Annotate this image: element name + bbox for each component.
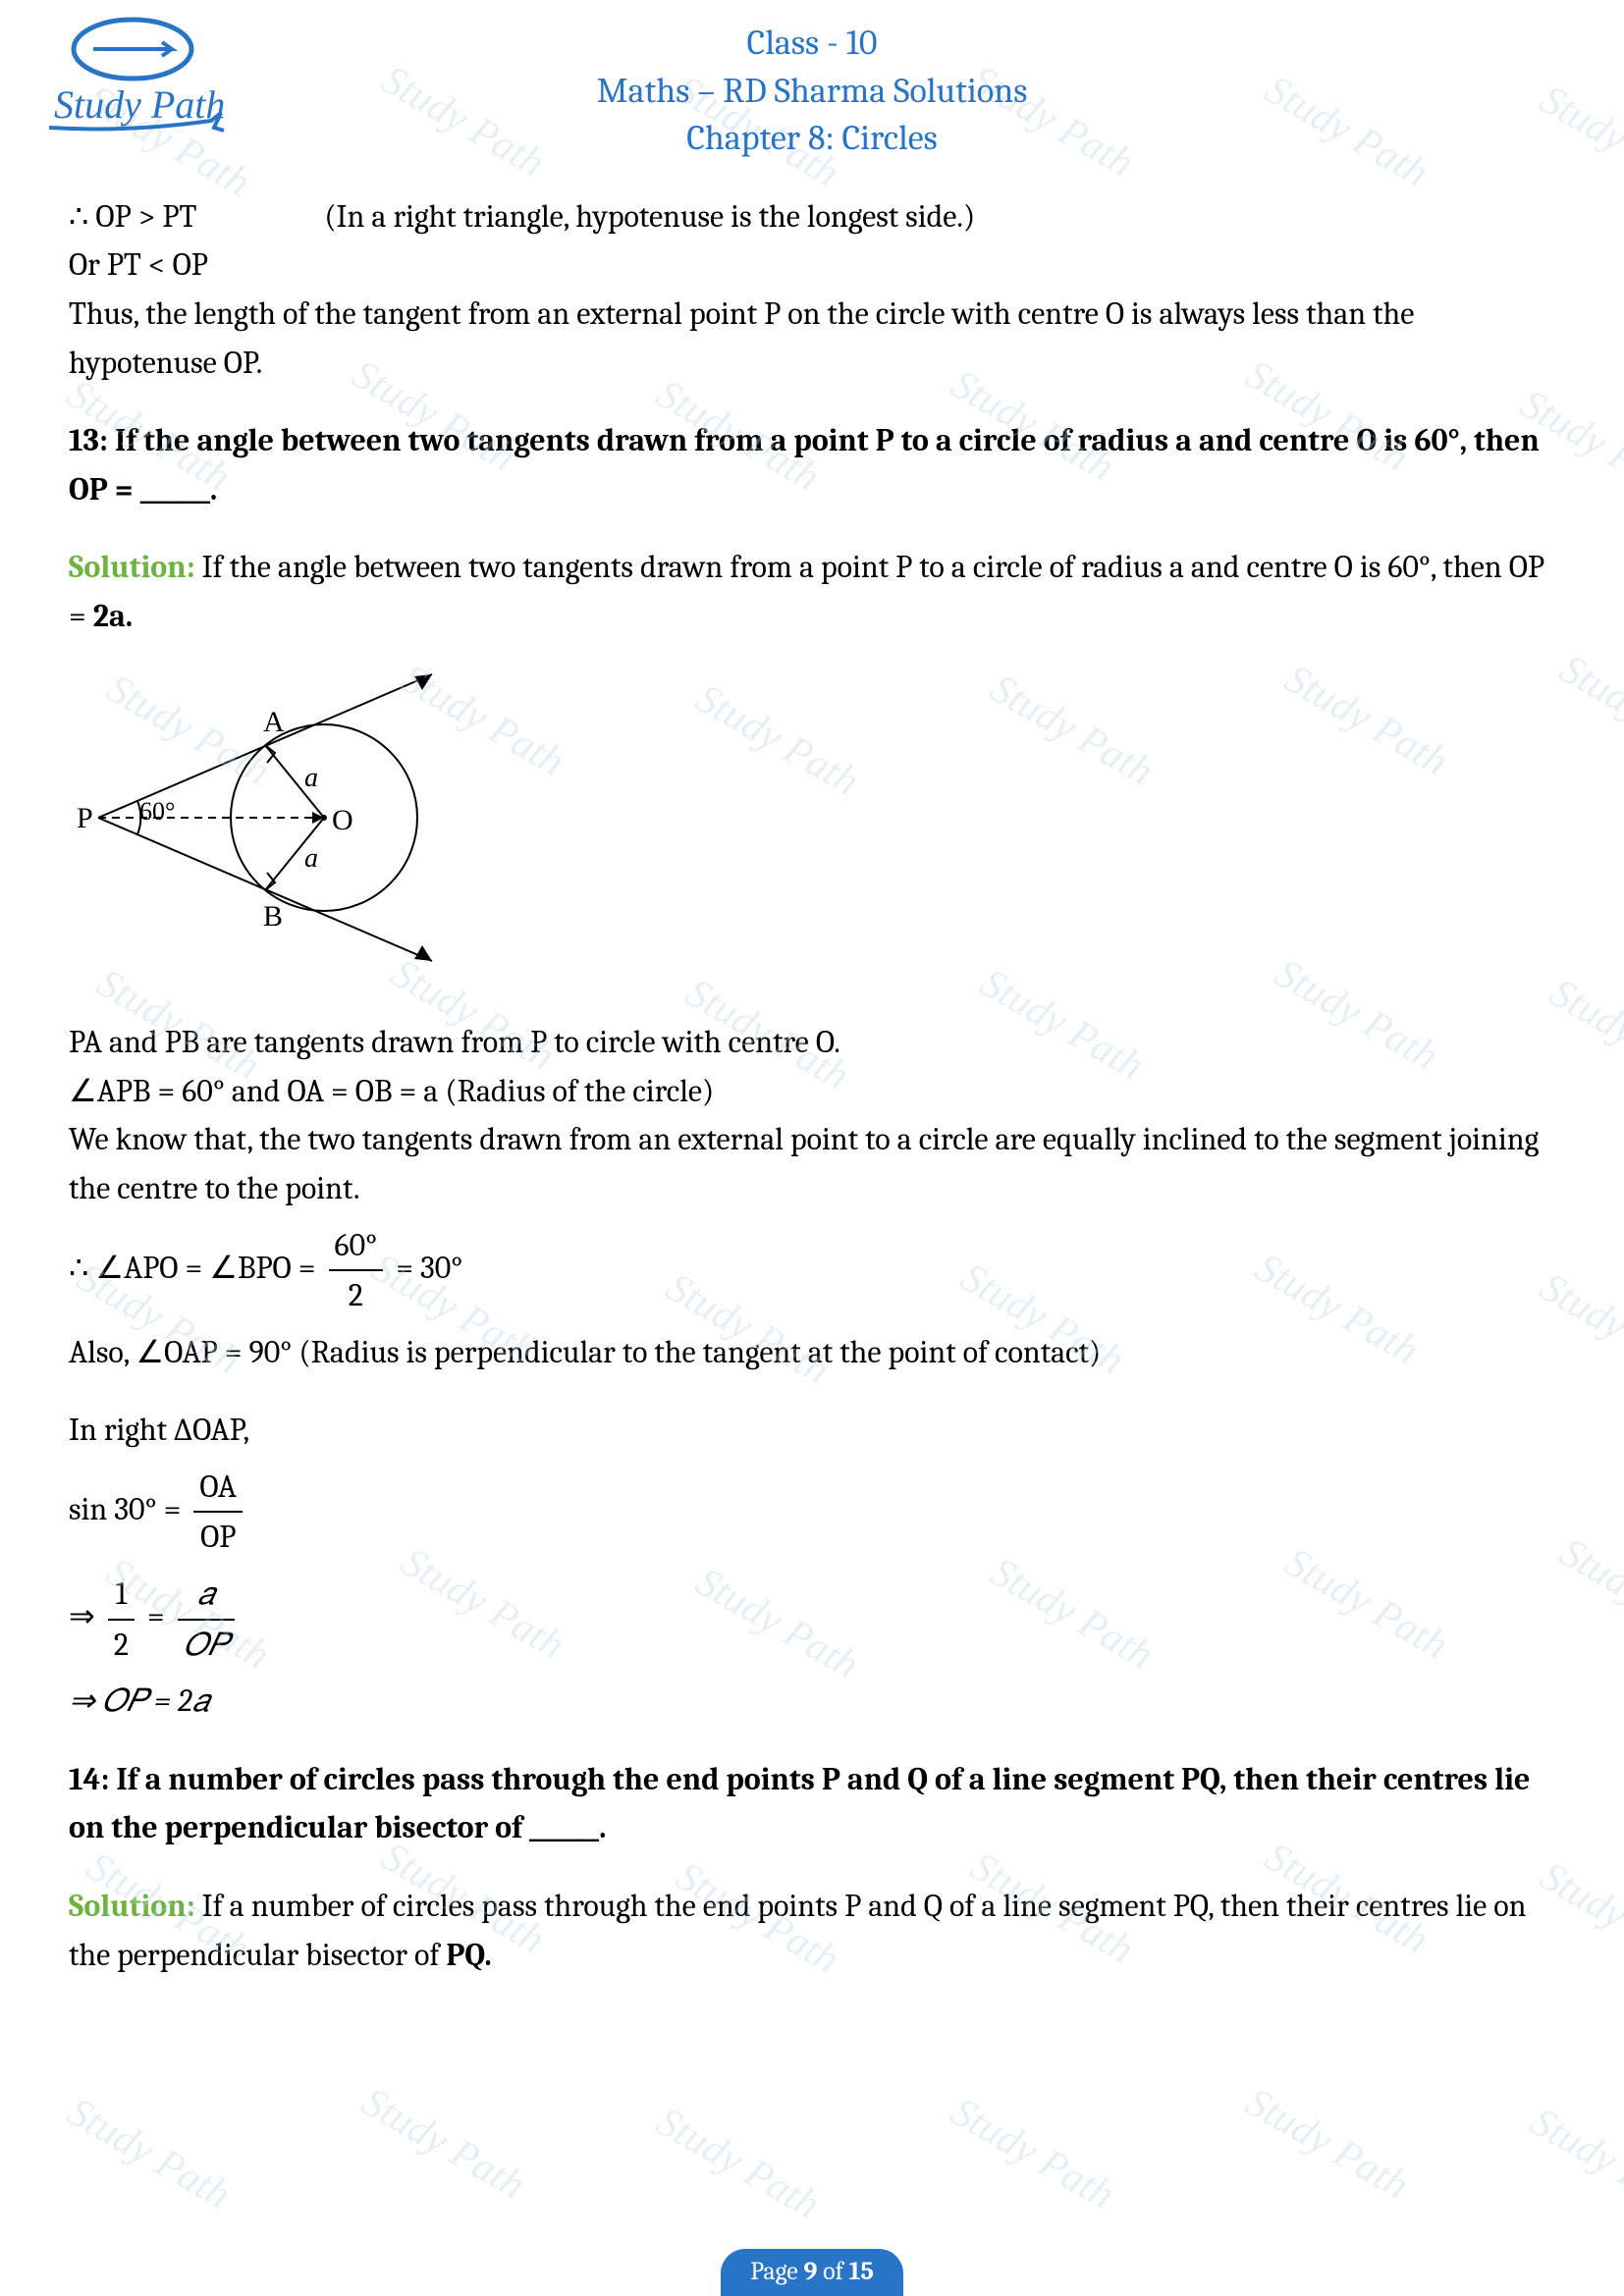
text: (In a right triangle, hypotenuse is the … [324, 198, 975, 235]
page-header: Study Path Class - 10 Maths – RD Sharma … [0, 0, 1624, 163]
text: Thus, the length of the tangent from an … [69, 290, 1555, 387]
header-chapter: Chapter 8: Circles [0, 115, 1624, 163]
solution-13-body: PA and PB are tangents drawn from P to c… [69, 1018, 1555, 1726]
page-content: ∴ OP > PT (In a right triangle, hypotenus… [0, 163, 1624, 1979]
solution-13-intro: Solution: If the angle between two tange… [69, 543, 1555, 640]
text: PA and PB are tangents drawn from P to c… [69, 1018, 1555, 1067]
text: In right ∆OAP, [69, 1406, 1555, 1455]
circle-tangent-diagram: P O A B 60° a a [69, 670, 1555, 989]
page-number: Page 9 of 15 [721, 2249, 903, 2296]
svg-text:P: P [77, 802, 93, 834]
text: ⇒ [69, 1598, 95, 1634]
svg-text:B: B [263, 900, 283, 933]
svg-text:a: a [304, 843, 318, 874]
logo: Study Path [39, 15, 236, 146]
text: If the angle between two tangents drawn … [69, 549, 1544, 634]
text: ∠APB = 60° and OA = OB = a (Radius of th… [69, 1067, 1555, 1116]
page-footer: Page 9 of 15 [0, 2249, 1624, 2296]
fraction: 60° 2 [329, 1221, 384, 1320]
solution-12-tail: ∴ OP > PT (In a right triangle, hypotenus… [69, 192, 1555, 387]
text: ∴ ∠APO = ∠BPO = [69, 1250, 316, 1286]
fraction: 1 2 [108, 1570, 135, 1669]
svg-text:A: A [263, 706, 285, 738]
question-14: 14: If a number of circles pass through … [69, 1755, 1555, 1852]
svg-text:O: O [332, 804, 353, 836]
svg-text:a: a [304, 763, 318, 793]
solution-14: Solution: If a number of circles pass th… [69, 1882, 1555, 1979]
fraction: 𝑎 𝑂𝑃 [178, 1570, 235, 1669]
text: If a number of circles pass through the … [69, 1888, 1527, 1973]
text: Also, ∠OAP = 90° (Radius is perpendicula… [69, 1328, 1555, 1377]
solution-label: Solution: [69, 549, 195, 585]
solution-label: Solution: [69, 1888, 195, 1924]
header-subject: Maths – RD Sharma Solutions [0, 68, 1624, 116]
fraction: OA OP [193, 1463, 243, 1562]
svg-text:60°: 60° [139, 797, 175, 826]
answer-text: 2a. [93, 598, 133, 634]
logo-text: Study Path [54, 82, 225, 127]
text: = 30° [396, 1250, 462, 1286]
text: ⇒ 𝑂𝑃 = 2𝑎 [69, 1677, 1555, 1726]
header-class: Class - 10 [0, 20, 1624, 68]
text: ∴ OP > PT [69, 198, 196, 235]
answer-text: PQ. [446, 1937, 491, 1973]
text: We know that, the two tangents drawn fro… [69, 1115, 1555, 1212]
text: = [147, 1598, 165, 1634]
text: Or PT < OP [69, 240, 1555, 290]
question-13: 13: If the angle between two tangents dr… [69, 416, 1555, 513]
text: sin 30° = [69, 1491, 181, 1527]
